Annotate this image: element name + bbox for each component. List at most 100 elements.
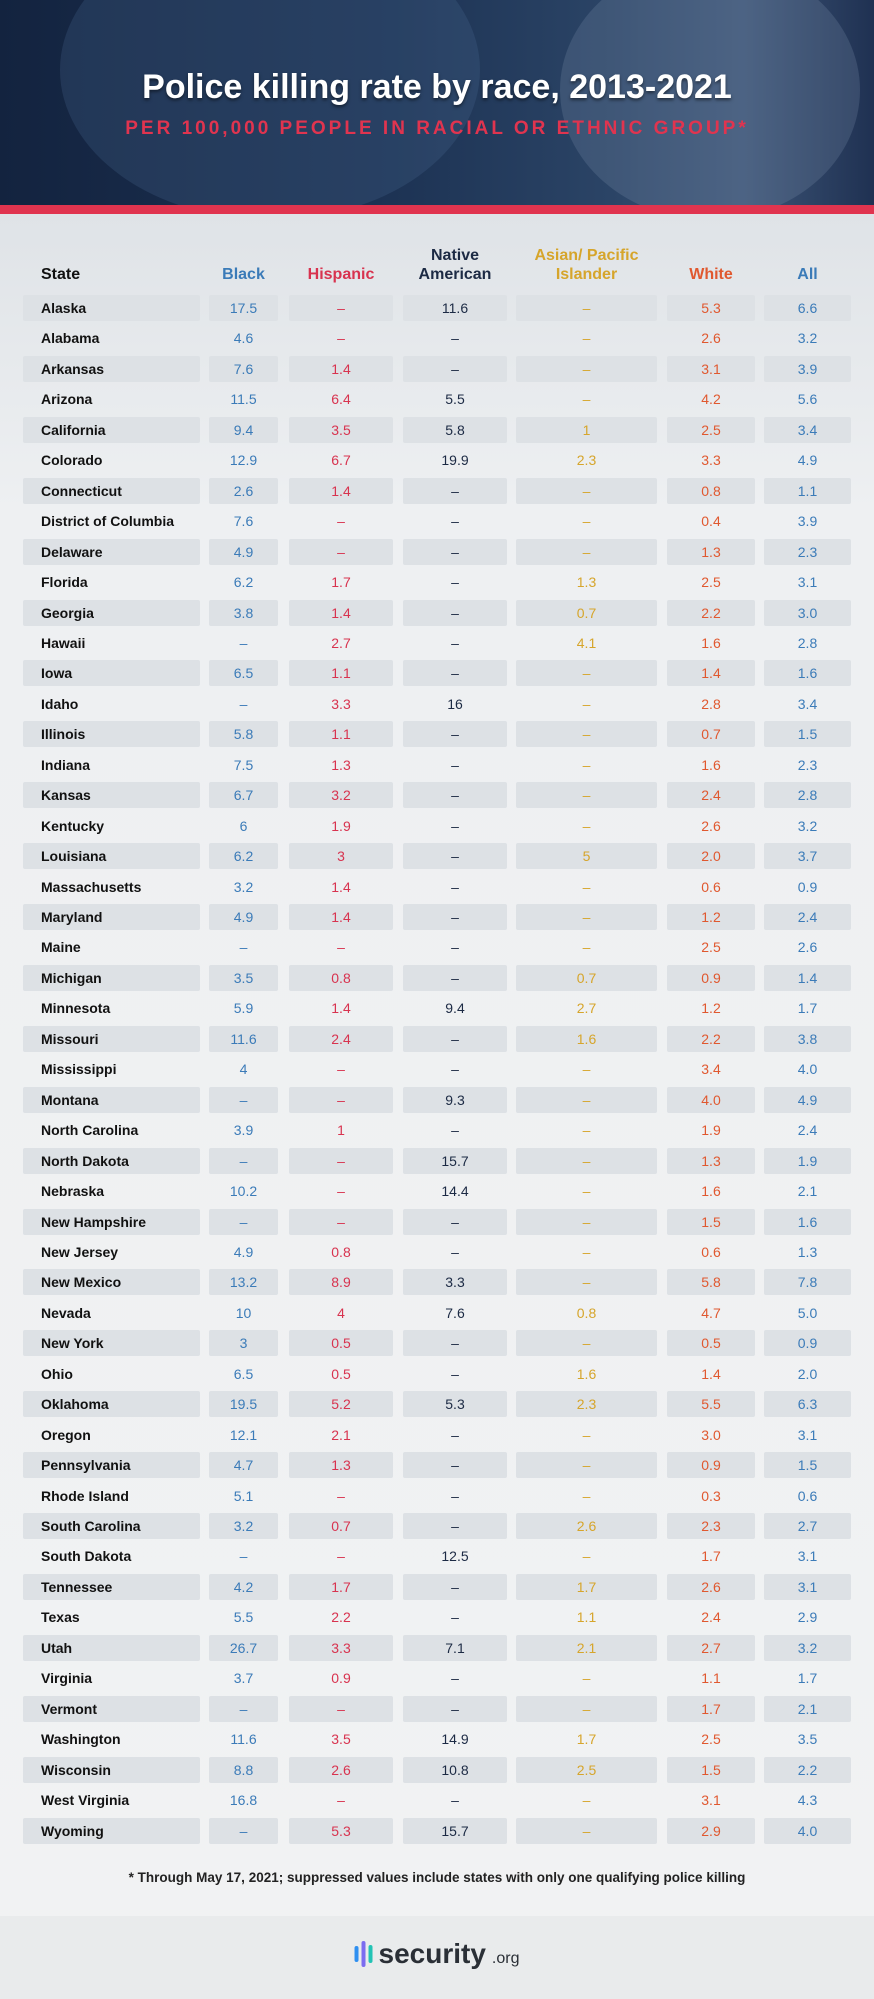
table-row: New Hampshire – – – –1.5 1.6 xyxy=(0,1208,874,1235)
value-white: 3.0 xyxy=(701,1426,721,1443)
value-hispanic: 1.4 xyxy=(331,878,351,895)
column-header-black: Black xyxy=(222,266,265,283)
value-native-american: 15.7 xyxy=(403,1147,507,1174)
value-white: 1.2 xyxy=(701,1000,721,1017)
value-white: 2.8 xyxy=(701,695,721,712)
value-hispanic: 0.7 xyxy=(289,1513,393,1539)
value-native-american: – xyxy=(451,756,459,773)
value-black: 3.7 xyxy=(233,1670,254,1687)
state-name: Arkansas xyxy=(23,355,200,382)
value-hispanic: 3.5 xyxy=(331,1731,351,1748)
value-hispanic: 1.3 xyxy=(331,756,351,773)
state-name: California xyxy=(23,416,200,443)
value-white: 1.2 xyxy=(667,904,755,930)
value-white: 0.8 xyxy=(667,477,755,504)
state-name: New York xyxy=(23,1330,200,1357)
value-all: 4.3 xyxy=(797,1792,818,1809)
value-hispanic: 8.9 xyxy=(289,1269,393,1296)
value-all: 1.7 xyxy=(797,1000,818,1017)
value-all: 0.6 xyxy=(797,1487,818,1504)
value-all: 3.4 xyxy=(797,695,818,712)
state-name: North Dakota xyxy=(23,1147,200,1174)
value-black: 6.5 xyxy=(209,660,278,687)
value-native-american: – xyxy=(451,330,459,347)
state-name: South Dakota xyxy=(41,1548,132,1565)
value-all: 0.9 xyxy=(764,1330,851,1357)
table-row: Vermont – – – –1.7 2.1 xyxy=(0,1695,874,1722)
column-header-all: All xyxy=(797,266,818,283)
value-native-american: 9.4 xyxy=(445,1000,465,1017)
value-asian-pacific-islander: 1.7 xyxy=(576,1731,597,1748)
value-white: 2.7 xyxy=(667,1634,755,1661)
value-asian-pacific-islander: 0.7 xyxy=(516,964,657,991)
value-asian-pacific-islander: – xyxy=(516,1269,657,1296)
state-name: District of Columbia xyxy=(41,513,175,530)
value-hispanic: 1.4 xyxy=(331,1000,351,1017)
value-white: 1.5 xyxy=(667,1208,755,1235)
value-hispanic: 1.7 xyxy=(331,574,351,591)
value-hispanic: 0.8 xyxy=(289,964,393,991)
table-row: Iowa 6.5 1.1– –1.4 1.6 xyxy=(0,660,874,687)
value-white: 2.3 xyxy=(667,1513,755,1539)
value-all: 1.5 xyxy=(764,721,851,748)
value-black: 10.2 xyxy=(229,1183,258,1200)
value-hispanic: 2.2 xyxy=(331,1609,351,1626)
table-row: Minnesota 5.9 1.4 9.4 2.7 1.2 1.7 xyxy=(0,995,874,1021)
value-hispanic: 1.9 xyxy=(331,817,351,834)
value-all: 2.4 xyxy=(764,904,851,930)
value-black: 2.6 xyxy=(209,477,278,504)
column-header-hispanic: Hispanic xyxy=(307,266,375,283)
value-all: 3.9 xyxy=(797,513,818,530)
value-white: 2.5 xyxy=(701,1731,721,1748)
value-all: 5.6 xyxy=(797,391,818,408)
value-black: 5.1 xyxy=(233,1487,254,1504)
value-white: 0.6 xyxy=(701,1243,721,1260)
table-row: Illinois 5.8 1.1– –0.7 1.5 xyxy=(0,721,874,748)
value-black: 7.6 xyxy=(209,355,278,382)
value-black: 11.6 xyxy=(209,1025,278,1052)
value-asian-pacific-islander: – xyxy=(582,513,591,530)
value-native-american: – xyxy=(403,782,507,809)
accent-stripe xyxy=(0,205,874,214)
value-hispanic: 1.1 xyxy=(289,660,393,687)
value-black: – xyxy=(209,1147,278,1174)
value-native-american: – xyxy=(451,574,459,591)
table-row: Nebraska 10.2 – 14.4 – 1.6 2.1 xyxy=(0,1178,874,1204)
value-black: 7.5 xyxy=(233,756,254,773)
value-native-american: – xyxy=(403,355,507,382)
value-all: 1.6 xyxy=(764,1208,851,1235)
value-hispanic: 2.6 xyxy=(289,1756,393,1783)
value-black: 10 xyxy=(235,1304,252,1321)
value-black: – xyxy=(209,1695,278,1722)
table-row: South Carolina 3.2 0.7–2.6 2.3 2.7 xyxy=(0,1513,874,1539)
value-all: 1.1 xyxy=(764,477,851,504)
value-hispanic: – xyxy=(337,1183,345,1200)
value-asian-pacific-islander: 5 xyxy=(516,843,657,870)
table-row: Georgia 3.8 1.4–0.7 2.2 3.0 xyxy=(0,599,874,626)
value-hispanic: – xyxy=(337,939,345,956)
value-white: 1.7 xyxy=(667,1695,755,1722)
value-white: 4.0 xyxy=(667,1086,755,1113)
value-native-american: – xyxy=(451,817,459,834)
value-all: 3.5 xyxy=(797,1731,818,1748)
value-all: 2.3 xyxy=(797,756,818,773)
value-hispanic: 1.4 xyxy=(289,904,393,930)
value-asian-pacific-islander: – xyxy=(582,1122,591,1139)
value-native-american: 19.9 xyxy=(441,452,469,469)
value-white: 1.6 xyxy=(701,634,721,651)
value-black: 4 xyxy=(239,1061,248,1078)
state-name: Wisconsin xyxy=(23,1756,200,1783)
value-hispanic: – xyxy=(337,330,345,347)
value-asian-pacific-islander: – xyxy=(582,1670,591,1687)
value-white: 5.8 xyxy=(667,1269,755,1296)
table-row: Texas 5.5 2.2 – 1.1 2.4 2.9 xyxy=(0,1604,874,1630)
value-native-american: – xyxy=(403,538,507,565)
state-name: Nebraska xyxy=(41,1183,105,1200)
value-hispanic: 1.4 xyxy=(289,477,393,504)
table-row: West Virginia 16.8 – – – 3.1 4.3 xyxy=(0,1787,874,1813)
state-name: Georgia xyxy=(23,599,200,626)
value-black: 6 xyxy=(239,817,248,834)
logo-text: security xyxy=(378,1938,486,1969)
value-all: 3.0 xyxy=(764,599,851,626)
value-asian-pacific-islander: – xyxy=(516,1208,657,1235)
